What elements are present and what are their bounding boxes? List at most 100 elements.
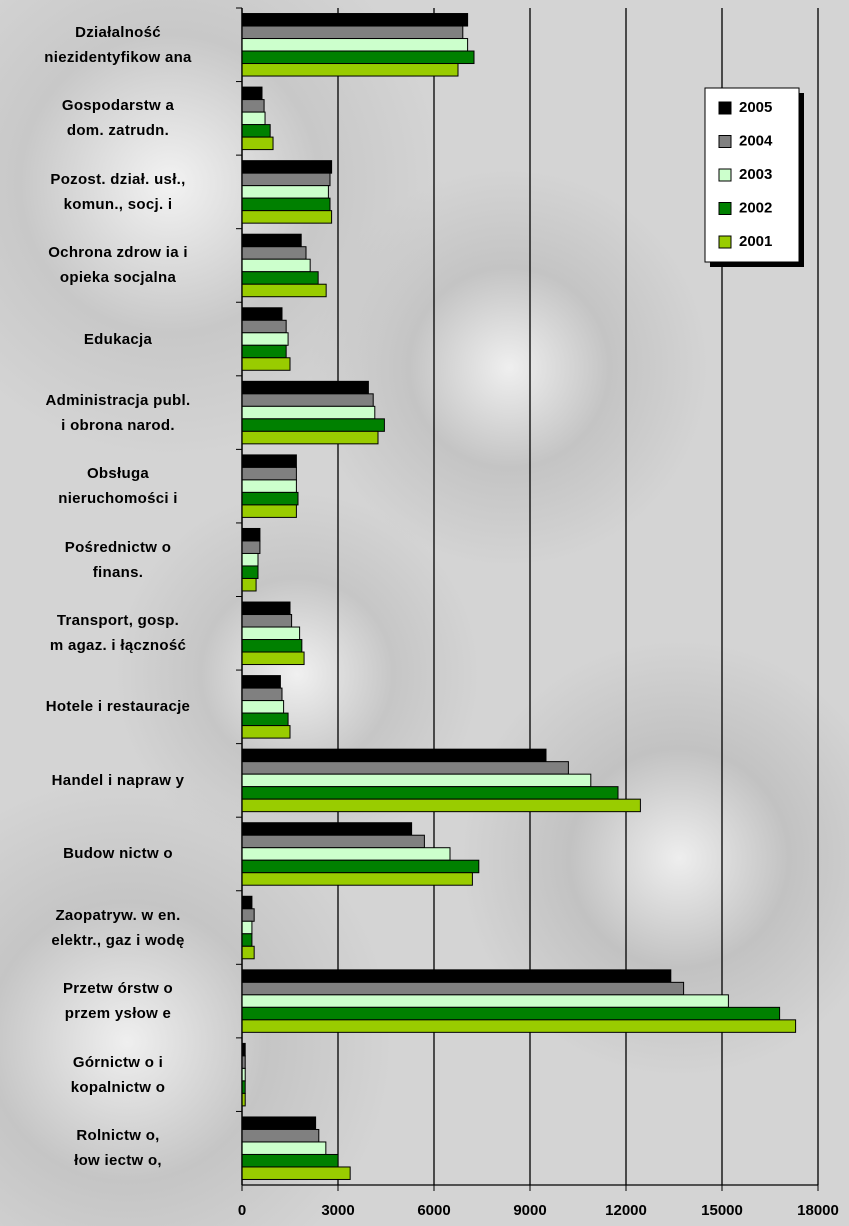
- bar: [241, 1128, 320, 1143]
- legend-swatch: [718, 135, 732, 148]
- bar: [241, 552, 259, 567]
- bar: [241, 700, 285, 714]
- y-tick-label: Górnictw o i kopalnictw o: [70, 1053, 166, 1096]
- bar: [241, 136, 274, 151]
- y-tick-label: Edukacja: [83, 330, 153, 348]
- legend-label: 2004: [739, 132, 773, 149]
- bar: [241, 614, 293, 628]
- legend-swatch: [718, 101, 732, 115]
- bar: [241, 344, 287, 359]
- bar: [241, 504, 297, 518]
- bar: [241, 283, 327, 298]
- y-tick-label: Rolnictw o, łow iectw o,: [74, 1127, 162, 1170]
- x-tick-label: 15000: [701, 1202, 743, 1219]
- bar: [241, 540, 261, 554]
- x-tick-label: 0: [238, 1202, 246, 1219]
- bar: [241, 233, 302, 248]
- x-tick-label: 12000: [605, 1202, 647, 1219]
- bar: [241, 430, 379, 445]
- bar: [241, 920, 253, 935]
- bar: [241, 577, 257, 592]
- bar: [241, 405, 376, 420]
- bar: [241, 847, 451, 861]
- bar: [241, 1166, 351, 1180]
- bar: [241, 185, 329, 199]
- legend-label: 2005: [739, 99, 772, 116]
- bar: [241, 258, 311, 273]
- bar: [241, 712, 289, 727]
- bar: [241, 38, 469, 52]
- bar: [241, 675, 281, 689]
- y-tick-label: Budow nictw o: [63, 845, 173, 863]
- y-tick-label: Działalność niezidentyfikow ana: [44, 23, 192, 66]
- y-tick-label: Hotele i restauracje: [45, 698, 191, 716]
- bar: [241, 761, 569, 775]
- x-tick-label: 6000: [417, 1202, 450, 1219]
- y-tick-label: Pośrednictw o finans.: [64, 538, 172, 581]
- bar: [241, 307, 283, 321]
- bar: [241, 1153, 339, 1168]
- bar: [241, 651, 305, 666]
- bar: [241, 994, 729, 1008]
- legend-label: 2002: [739, 199, 772, 216]
- legend-swatch: [718, 168, 732, 182]
- bar: [241, 25, 464, 40]
- bar: [241, 50, 475, 65]
- y-tick-label: Obsługa nieruchomości i: [58, 465, 178, 508]
- bar: [241, 859, 480, 874]
- bar: [241, 981, 685, 996]
- bar: [241, 160, 333, 174]
- bar: [241, 13, 469, 27]
- x-tick-label: 9000: [513, 1202, 546, 1219]
- bar: [241, 601, 291, 616]
- bar: [241, 872, 473, 886]
- legend-swatch: [718, 235, 732, 249]
- bar: [241, 124, 271, 138]
- x-tick-label: 18000: [797, 1202, 839, 1219]
- bar: [241, 725, 291, 739]
- y-tick-label: Ochrona zdrow ia i opieka socjalna: [48, 244, 188, 287]
- y-tick-label: Transport, gosp. m agaz. i łączność: [49, 612, 187, 655]
- y-tick-label: Gospodarstw a dom. zatrudn.: [61, 97, 175, 140]
- bar: [241, 491, 299, 506]
- bar: [241, 99, 265, 113]
- bar: [241, 565, 259, 579]
- x-tick-label: 3000: [321, 1202, 354, 1219]
- bar: [241, 271, 319, 285]
- bar: [241, 687, 283, 702]
- bar: [241, 1006, 781, 1021]
- legend-label: 2001: [739, 233, 772, 250]
- bar: [241, 834, 425, 849]
- y-tick-label: Pozost. dział. usł., komun., socj. i: [50, 170, 186, 213]
- bar: [241, 210, 333, 224]
- y-tick-label: Zaopatryw. w en. elektr., gaz i wodę: [51, 906, 185, 949]
- bar: [241, 895, 253, 910]
- bar: [241, 639, 303, 653]
- bar: [241, 773, 592, 788]
- legend-label: 2003: [739, 166, 772, 183]
- bar: [241, 454, 297, 468]
- y-tick-label: Handel i napraw y: [51, 771, 185, 789]
- bar: [241, 945, 255, 960]
- bar: [241, 969, 672, 983]
- bar: [241, 380, 369, 395]
- bar: [241, 319, 287, 334]
- bar: [241, 357, 291, 371]
- bar: [241, 786, 619, 800]
- bar: [241, 626, 301, 641]
- bar: [241, 332, 289, 346]
- bar: [241, 1019, 797, 1033]
- bar: [241, 1141, 327, 1155]
- bar: [241, 933, 253, 947]
- y-tick-label: Administracja publ. i obrona narod.: [45, 391, 191, 434]
- bar: [241, 527, 261, 542]
- legend-swatch: [718, 202, 732, 215]
- bar: [241, 479, 297, 493]
- bar: [241, 1116, 317, 1130]
- bar: [241, 822, 413, 836]
- bar: [241, 197, 331, 212]
- bar: [241, 172, 331, 187]
- bar: [241, 418, 385, 432]
